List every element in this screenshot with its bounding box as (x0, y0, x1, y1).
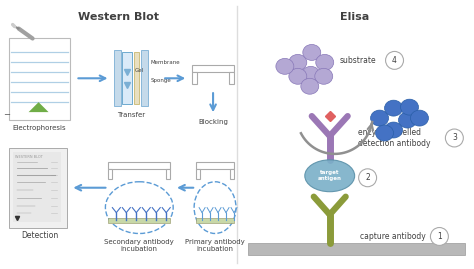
Ellipse shape (303, 44, 321, 60)
Text: Gel: Gel (134, 68, 144, 73)
Bar (53, 41, 56, 44)
Bar (13, 152, 61, 222)
Ellipse shape (305, 160, 355, 192)
Circle shape (385, 51, 403, 69)
Ellipse shape (194, 182, 236, 233)
Ellipse shape (399, 112, 417, 128)
Text: Electrophoresis: Electrophoresis (13, 125, 66, 131)
Text: 1: 1 (437, 232, 442, 241)
Text: capture antibody: capture antibody (360, 232, 425, 241)
Bar (230, 169, 234, 179)
Circle shape (359, 169, 376, 187)
Ellipse shape (289, 54, 307, 70)
Ellipse shape (316, 54, 334, 70)
Ellipse shape (384, 100, 402, 116)
Ellipse shape (410, 110, 428, 126)
Text: Transfer: Transfer (117, 112, 146, 118)
Text: −: − (3, 111, 10, 120)
Text: 4: 4 (392, 56, 397, 65)
Circle shape (446, 129, 463, 147)
Bar (46, 41, 51, 44)
Bar (248, 243, 465, 255)
Text: target
antigen: target antigen (318, 170, 342, 181)
Bar (109, 169, 112, 179)
Bar (196, 162, 234, 169)
Bar (109, 218, 170, 222)
Bar (35, 41, 38, 44)
Ellipse shape (371, 110, 389, 126)
Text: substrate: substrate (340, 56, 376, 65)
Text: 2: 2 (365, 173, 370, 182)
Bar (192, 65, 234, 72)
Text: Western Blot: Western Blot (78, 12, 159, 22)
Bar (109, 162, 170, 169)
Text: Primary antibody
incubation: Primary antibody incubation (185, 239, 245, 252)
Text: Elisa: Elisa (340, 12, 369, 22)
Bar (17, 41, 21, 44)
Bar (41, 41, 45, 44)
Circle shape (430, 228, 448, 245)
Bar (141, 50, 148, 106)
Polygon shape (28, 102, 48, 112)
Text: enzyme labelled
detection antibody: enzyme labelled detection antibody (358, 128, 430, 148)
Ellipse shape (301, 78, 319, 94)
Bar (9, 38, 71, 120)
Bar (122, 52, 132, 104)
Text: Secondary antibody
incubation: Secondary antibody incubation (104, 239, 174, 252)
Text: Sponge: Sponge (150, 78, 171, 83)
Text: Detection: Detection (21, 231, 58, 240)
Bar (196, 218, 234, 222)
Bar (134, 52, 139, 104)
Text: Membrane: Membrane (150, 60, 180, 65)
Ellipse shape (384, 122, 402, 138)
Ellipse shape (302, 66, 320, 82)
Text: 3: 3 (452, 133, 457, 143)
Ellipse shape (401, 99, 419, 115)
Bar (196, 169, 200, 179)
Text: WESTERN BLOT: WESTERN BLOT (15, 155, 42, 159)
Bar (114, 50, 121, 106)
Bar (229, 72, 234, 84)
Bar (9, 148, 66, 228)
Bar (58, 41, 63, 44)
Ellipse shape (315, 68, 333, 84)
Bar (23, 41, 27, 44)
Ellipse shape (289, 68, 307, 84)
Bar (11, 41, 15, 44)
Bar (192, 72, 197, 84)
Text: Blocking: Blocking (198, 119, 228, 125)
Bar (28, 41, 33, 44)
Ellipse shape (105, 182, 173, 233)
Ellipse shape (375, 125, 393, 141)
Ellipse shape (276, 58, 294, 74)
Bar (166, 169, 170, 179)
